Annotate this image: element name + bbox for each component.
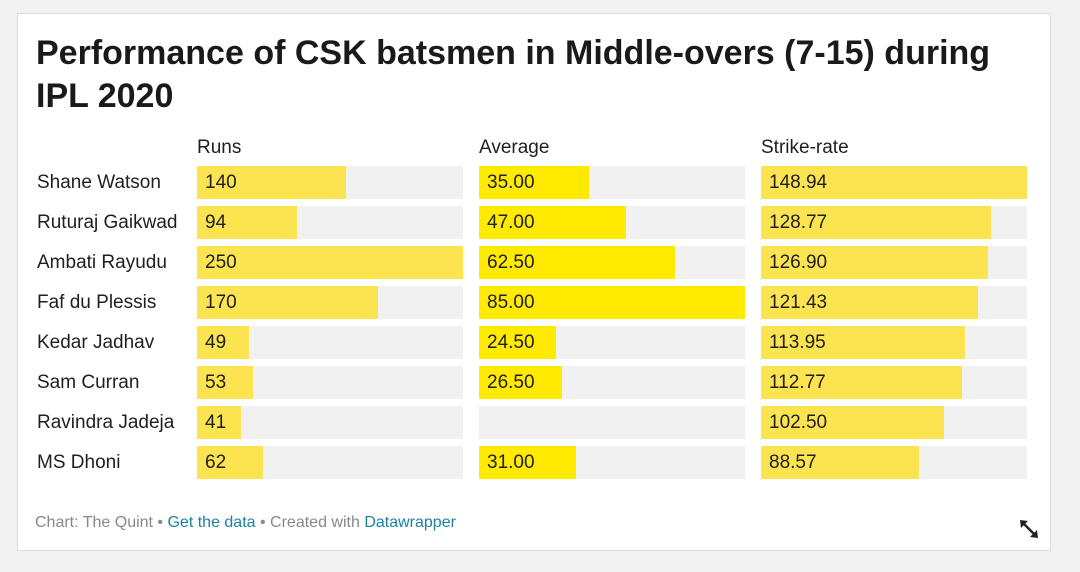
bar-track: 170 (197, 286, 463, 319)
row-label: Ravindra Jadeja (37, 412, 175, 433)
column-header-average: Average (479, 137, 550, 158)
bar-strike-rate (761, 246, 988, 279)
bar-track: 62.50 (479, 246, 745, 279)
value-label: 31.00 (487, 452, 535, 473)
bar-average (479, 286, 745, 319)
bar-average (479, 326, 556, 359)
bar-average (479, 246, 675, 279)
value-label: 35.00 (487, 172, 535, 193)
value-label: 102.50 (769, 412, 828, 433)
datawrapper-link[interactable]: Datawrapper (364, 514, 456, 531)
row-label: Ruturaj Gaikwad (37, 212, 178, 233)
row-label: Ambati Rayudu (37, 252, 167, 273)
bar-runs (197, 406, 241, 439)
expand-arrows-icon[interactable] (1018, 518, 1040, 540)
value-label: 121.43 (769, 292, 828, 313)
bar-average (479, 366, 562, 399)
row-label: Faf du Plessis (37, 292, 157, 313)
bar-track: 121.43 (761, 286, 1027, 319)
footer-separator: • (152, 514, 168, 531)
bar-runs (197, 286, 378, 319)
row-label: Sam Curran (37, 372, 140, 393)
value-label: 88.57 (769, 452, 817, 473)
value-label: 26.50 (487, 372, 535, 393)
bar-strike-rate (761, 446, 919, 479)
bar-average (479, 206, 626, 239)
bar-strike-rate (761, 406, 944, 439)
footer-separator: • (255, 514, 271, 531)
bar-runs (197, 246, 463, 279)
value-label: 140 (205, 172, 237, 193)
value-label: 250 (205, 252, 237, 273)
bar-track: 26.50 (479, 366, 745, 399)
get-the-data-link[interactable]: Get the data (167, 514, 256, 531)
value-label: 94 (205, 212, 227, 233)
bar-strike-rate (761, 366, 962, 399)
row-label: Kedar Jadhav (37, 332, 155, 353)
value-label: 62 (205, 452, 227, 473)
bar-track: 140 (197, 166, 463, 199)
chart-card: Performance of CSK batsmen in Middle-ove… (17, 13, 1051, 551)
column-header-runs: Runs (197, 137, 242, 158)
value-label: 47.00 (487, 212, 535, 233)
value-label: 112.77 (769, 372, 826, 393)
bar-runs (197, 366, 253, 399)
bar-track: 35.00 (479, 166, 745, 199)
column-header-strike-rate: Strike-rate (761, 137, 849, 158)
footer-source: Chart: The Quint (35, 514, 153, 531)
bar-strike-rate (761, 286, 978, 319)
row-label: Shane Watson (37, 172, 161, 193)
value-label: 85.00 (487, 292, 535, 313)
bar-track: 88.57 (761, 446, 1027, 479)
chart-title: Performance of CSK batsmen in Middle-ove… (36, 34, 991, 115)
bar-track: 113.95 (761, 326, 1027, 359)
bar-track: 41 (197, 406, 463, 439)
value-label: 49 (205, 332, 227, 353)
bar-track: 24.50 (479, 326, 745, 359)
value-label: 53 (205, 372, 227, 393)
bar-average (479, 446, 576, 479)
bar-track: 85.00 (479, 286, 745, 319)
value-label: 170 (205, 292, 237, 313)
bar-runs (197, 446, 263, 479)
bar-track: 49 (197, 326, 463, 359)
bar-track: 47.00 (479, 206, 745, 239)
bar-track: 126.90 (761, 246, 1027, 279)
value-label: 41 (205, 412, 227, 433)
bar-average (479, 166, 589, 199)
bar-runs (197, 206, 297, 239)
value-label: 148.94 (769, 172, 828, 193)
value-label: 24.50 (487, 332, 535, 353)
bar-track: 148.94 (761, 166, 1027, 199)
value-label: 113.95 (769, 332, 826, 353)
bar-strike-rate (761, 206, 991, 239)
footer-created-with: Created with (270, 514, 365, 531)
bar-track: 53 (197, 366, 463, 399)
bar-track: 112.77 (761, 366, 1027, 399)
bar-strike-rate (761, 326, 965, 359)
bar-track: 31.00 (479, 446, 745, 479)
value-label: 126.90 (769, 252, 828, 273)
value-label: 128.77 (769, 212, 828, 233)
bar-runs (197, 326, 249, 359)
value-label: 62.50 (487, 252, 535, 273)
bar-track: 62 (197, 446, 463, 479)
bar-track (479, 406, 745, 439)
bar-track: 128.77 (761, 206, 1027, 239)
bar-track: 250 (197, 246, 463, 279)
bar-track: 94 (197, 206, 463, 239)
bar-track: 102.50 (761, 406, 1027, 439)
bar-strike-rate (761, 166, 1027, 199)
bar-runs (197, 166, 346, 199)
row-label: MS Dhoni (37, 452, 121, 473)
chart-footer: Chart: The Quint • Get the data • Create… (35, 512, 456, 534)
